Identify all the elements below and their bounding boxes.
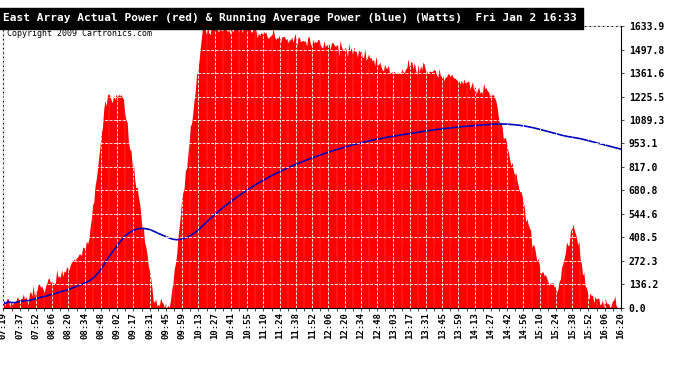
- Text: Copyright 2009 Cartronics.com: Copyright 2009 Cartronics.com: [6, 29, 152, 38]
- Text: East Array Actual Power (red) & Running Average Power (blue) (Watts)  Fri Jan 2 : East Array Actual Power (red) & Running …: [3, 13, 578, 23]
